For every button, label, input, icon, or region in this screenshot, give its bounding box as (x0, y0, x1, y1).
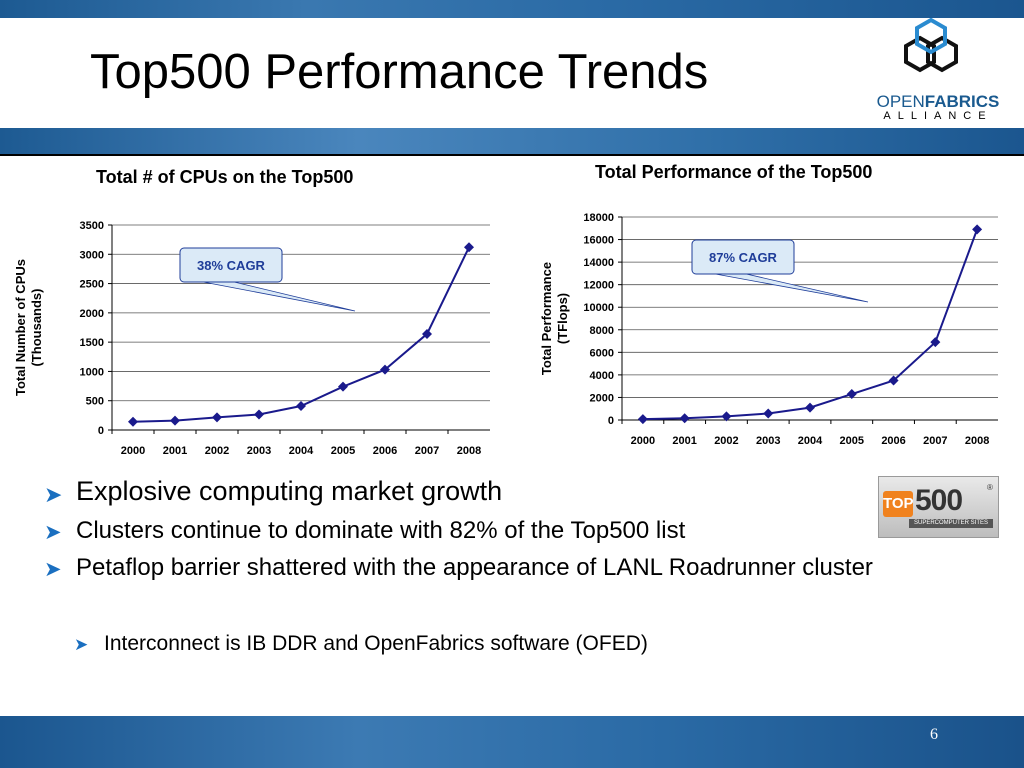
data-point-marker (888, 375, 899, 386)
y-axis-label-line: Total Performance (539, 262, 554, 375)
logo-wordmark: OPENFABRICS (876, 92, 1000, 112)
cpu-chart: 0 500 1000 1500 2000 2500 3000 3500 2000 2001 2002… (13, 220, 490, 457)
x-tick-label: 2004 (289, 445, 314, 457)
bullet-item: ➤ Clusters continue to dominate with 82%… (44, 516, 944, 545)
footer-band (0, 716, 1024, 768)
arrow-bullet-icon: ➤ (44, 521, 62, 544)
y-tick-label: 3000 (80, 249, 104, 261)
y-tick-label: 2000 (80, 308, 104, 320)
data-point-marker (254, 409, 264, 420)
cpu-chart-title: Total # of CPUs on the Top500 (96, 167, 354, 187)
data-point-marker (846, 389, 857, 400)
y-axis-label: Total Number of CPUs(Thousands) (13, 259, 44, 396)
page-number: 6 (930, 726, 938, 743)
data-point-marker (637, 414, 648, 425)
y-axis-label: Total Performance(TFlops) (539, 262, 570, 375)
y-tick-label: 0 (98, 425, 104, 437)
x-tick-label: 2000 (121, 445, 145, 457)
x-tick-label: 2008 (457, 445, 481, 457)
x-tick-label: 2002 (205, 445, 229, 457)
bullet-text: Clusters continue to dominate with 82% o… (76, 517, 686, 544)
x-tick-label: 2003 (247, 445, 271, 457)
performance-chart: 0 2000 4000 6000 8000 10000 12000 14000 16000 180… (539, 212, 998, 447)
y-tick-label: 2500 (80, 279, 104, 291)
top500-logo: TOP 500 ® SUPERCOMPUTER SITES (878, 476, 999, 538)
hexagons-icon (904, 17, 958, 73)
logo-alliance-text: ALLIANCE (883, 110, 993, 122)
y-tick-label: 10000 (583, 302, 614, 314)
title-underline-band (0, 128, 1024, 156)
y-tick-label: 14000 (583, 257, 614, 269)
data-point-marker (679, 413, 690, 424)
data-point-marker (763, 408, 774, 419)
arrow-bullet-icon: ➤ (44, 482, 63, 507)
cagr-callout-box (179, 247, 283, 283)
x-tick-label: 2005 (331, 445, 355, 457)
openfabrics-logo: OPENFABRICS ALLIANCE (876, 17, 1000, 124)
logo-fabrics-text: FABRICS (924, 92, 1000, 111)
data-point-marker (212, 412, 222, 423)
top500-logo-subtitle: SUPERCOMPUTER SITES (909, 519, 993, 528)
arrow-bullet-icon: ➤ (44, 558, 62, 581)
top500-logo-registered: ® (987, 483, 993, 492)
y-tick-label: 1500 (80, 337, 104, 349)
x-tick-label: 2006 (373, 445, 397, 457)
data-point-marker (464, 242, 474, 253)
top-decorative-band (0, 0, 1024, 18)
bullet-list: ➤ Explosive computing market growth ➤ Cl… (44, 474, 944, 582)
y-tick-label: 1000 (80, 366, 104, 378)
cagr-callout-box (691, 239, 795, 275)
y-tick-label: 16000 (583, 235, 614, 247)
bullet-item: ➤ Petaflop barrier shattered with the ap… (44, 553, 936, 582)
x-tick-label: 2006 (881, 435, 905, 447)
top500-logo-top: TOP (883, 491, 914, 517)
callout-pointer (709, 272, 869, 303)
sub-bullet-text: Interconnect is IB DDR and OpenFabrics s… (104, 632, 648, 655)
y-axis-label-line: Total Number of CPUs (13, 259, 28, 396)
data-point-marker (805, 402, 815, 413)
y-tick-label: 8000 (590, 325, 614, 337)
x-tick-label: 2000 (631, 435, 655, 447)
y-axis-label-line: (Thousands) (29, 289, 44, 367)
x-tick-label: 2004 (798, 435, 823, 447)
data-point-marker (422, 328, 432, 339)
callout-pointer (197, 280, 356, 312)
x-tick-label: 2001 (163, 445, 187, 457)
data-point-marker (128, 416, 138, 427)
y-tick-label: 3500 (80, 220, 104, 232)
y-tick-label: 18000 (583, 212, 614, 224)
bullet-item: ➤ Explosive computing market growth (44, 474, 944, 508)
x-tick-label: 2005 (840, 435, 864, 447)
top500-logo-number: 500 (915, 484, 963, 517)
x-tick-label: 2001 (672, 435, 696, 447)
x-tick-label: 2008 (965, 435, 989, 447)
y-tick-label: 6000 (590, 347, 614, 359)
slide-title: Top500 Performance Trends (90, 45, 709, 99)
y-tick-label: 2000 (590, 392, 614, 404)
y-tick-label: 4000 (590, 370, 614, 382)
data-point-marker (296, 400, 306, 411)
x-tick-label: 2002 (714, 435, 738, 447)
data-point-marker (380, 364, 390, 375)
y-axis-label-line: (TFlops) (555, 293, 570, 344)
y-tick-label: 0 (608, 415, 614, 427)
data-point-marker (972, 224, 983, 235)
cagr-callout-text: 87% CAGR (709, 250, 778, 265)
data-point-marker (170, 415, 180, 426)
arrow-bullet-icon: ➤ (74, 635, 89, 654)
sub-bullet-item: ➤ Interconnect is IB DDR and OpenFabrics… (74, 630, 648, 658)
bullet-text: Explosive computing market growth (76, 476, 503, 506)
performance-chart-title: Total Performance of the Top500 (595, 162, 873, 182)
x-tick-label: 2007 (923, 435, 947, 447)
x-tick-label: 2007 (415, 445, 439, 457)
cagr-callout-text: 38% CAGR (197, 258, 266, 273)
logo-open-text: OPEN (876, 92, 925, 111)
y-tick-label: 500 (86, 396, 104, 408)
data-point-marker (721, 411, 732, 422)
bullet-text: Petaflop barrier shattered with the appe… (76, 554, 873, 581)
data-point-marker (930, 337, 941, 348)
y-tick-label: 12000 (583, 280, 614, 292)
x-tick-label: 2003 (756, 435, 780, 447)
data-point-marker (338, 381, 348, 392)
